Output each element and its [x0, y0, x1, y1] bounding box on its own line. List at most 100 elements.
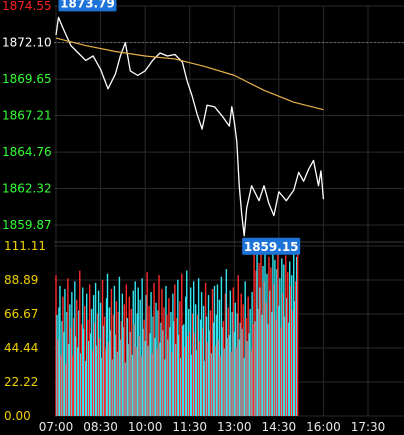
volume-bar-73 [127, 344, 130, 416]
volume-bar-205 [258, 262, 260, 416]
volume-bar-229 [282, 293, 284, 416]
volume-bar-188 [241, 328, 243, 416]
volume-bar-240 [293, 253, 295, 416]
volume-bar-129 [183, 324, 185, 416]
volume-bar-166 [219, 356, 222, 416]
volume-bar-98 [152, 316, 154, 416]
volume-bar-241 [294, 301, 296, 416]
volume-bar-25 [80, 353, 82, 416]
time-tick-label-0: 07:00 [39, 420, 74, 434]
volume-bar-78 [132, 290, 134, 416]
volume-bar-218 [271, 311, 273, 416]
volume-bar-91 [145, 295, 147, 416]
volume-bar-125 [179, 301, 181, 416]
volume-bar-109 [163, 307, 165, 416]
volume-bar-74 [128, 296, 130, 416]
volume-bar-50 [104, 348, 107, 416]
volume-bar-204 [257, 308, 259, 416]
volume-bar-101 [155, 302, 157, 416]
price-tags: 1873.79 1859.15 [58, 0, 301, 255]
volume-bar-178 [231, 311, 234, 416]
price-tick-label-5: 1862.32 [2, 181, 52, 195]
volume-tick-label-4: 22.22 [4, 375, 38, 389]
volume-bar-97 [151, 353, 153, 416]
volume-bar-231 [284, 316, 286, 416]
volume-bar-202 [255, 270, 257, 416]
volume-bar-117 [171, 351, 173, 416]
price-tick-label-2: 1869.65 [2, 72, 52, 86]
volume-bar-76 [130, 308, 132, 416]
volume-bar-34 [88, 284, 91, 416]
volume-bar-5 [60, 354, 62, 416]
volume-bar-24 [79, 270, 81, 416]
volume-bar-112 [166, 315, 168, 416]
volume-bar-105 [159, 342, 161, 416]
volume-bar-200 [253, 250, 255, 416]
volume-bar-17 [72, 356, 74, 416]
volume-bar-175 [228, 334, 231, 416]
volume-bar-134 [188, 308, 190, 416]
volume-bar-165 [218, 299, 221, 416]
volume-bar-15 [70, 327, 72, 416]
volume-bar-2 [57, 339, 59, 416]
price-line [55, 16, 325, 237]
volume-bar-96 [150, 292, 152, 416]
axis-labels: 1874.55 1872.10 1869.65 1867.21 1864.76 1862.… [2, 0, 385, 434]
volume-bar-145 [198, 341, 201, 416]
max-price-tag: 1873.79 [60, 0, 115, 10]
volume-bar-232 [285, 255, 287, 416]
volume-bar-174 [227, 307, 230, 416]
volume-bar-100 [154, 337, 156, 416]
volume-bar-40 [94, 282, 97, 416]
volume-bar-138 [191, 313, 194, 416]
volume-bar-230 [283, 264, 285, 416]
volume-bar-214 [267, 324, 269, 416]
volume-bar-170 [223, 348, 226, 416]
volume-bar-173 [226, 337, 229, 416]
volume-bar-33 [87, 341, 90, 416]
volume-bar-124 [178, 334, 180, 416]
volume-bar-51 [105, 298, 108, 416]
volume-bar-244 [296, 246, 299, 416]
volume-bar-154 [207, 295, 210, 416]
volume-bar-18 [73, 318, 75, 416]
volume-bar-82 [136, 313, 138, 416]
volume-bar-182 [235, 347, 237, 416]
volume-bar-61 [115, 301, 118, 416]
volume-bar-16 [71, 292, 73, 416]
volume-bar-239 [292, 310, 294, 416]
volume-bar-60 [114, 334, 117, 416]
volume-bar-62 [116, 351, 119, 416]
time-tick-label-1: 08:30 [83, 420, 118, 434]
volume-bar-80 [134, 281, 136, 416]
volume-bar-23 [78, 310, 80, 416]
volume-bar-19 [74, 281, 76, 416]
volume-bar-86 [140, 356, 142, 416]
volume-bar-92 [146, 272, 148, 416]
volume-bar-142 [195, 350, 198, 416]
volume-bar-176 [229, 290, 232, 416]
volume-bar-198 [251, 292, 253, 416]
volume-bar-0 [55, 275, 57, 416]
volume-bar-95 [149, 333, 151, 416]
volume-bar-183 [236, 313, 238, 416]
volume-bar-21 [76, 299, 78, 416]
volume-bar-66 [120, 321, 123, 416]
time-tick-label-6: 16:00 [306, 420, 341, 434]
volume-bar-42 [96, 313, 99, 416]
volume-bar-193 [246, 341, 248, 416]
volume-tick-label-3: 44.44 [4, 341, 38, 355]
volume-bar-169 [222, 321, 225, 416]
volume-bar-191 [244, 281, 246, 416]
volume-bar-39 [93, 322, 96, 416]
volume-bar-87 [141, 278, 143, 416]
volume-bar-48 [102, 325, 105, 416]
volume-bar-45 [99, 302, 102, 416]
volume-bar-31 [86, 293, 88, 416]
volume-bar-84 [138, 336, 140, 416]
time-tick-label-3: 11:30 [172, 420, 207, 434]
volume-bar-72 [126, 318, 129, 416]
volume-bar-94 [148, 305, 150, 416]
time-tick-label-5: 14:30 [262, 420, 297, 434]
